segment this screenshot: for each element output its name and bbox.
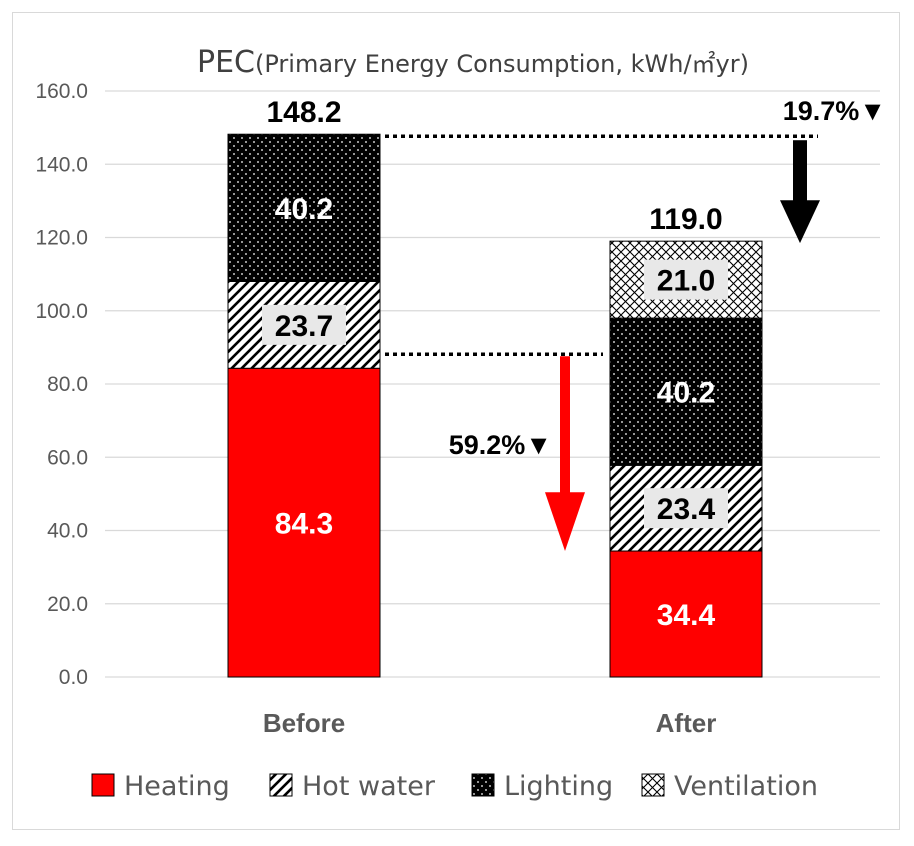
y-tick-label: 140.0 [35,153,88,176]
x-category-label: After [656,708,717,738]
bar-segment-heating [609,550,763,678]
segment-value-label: 23.7 [275,310,333,343]
y-tick-label: 120.0 [35,227,88,250]
segment-value-label: 21.0 [657,265,715,298]
total-value-label: 119.0 [649,203,722,236]
bar-segment-heating [227,367,381,678]
y-tick-label: 40.0 [47,520,88,543]
heating-reduction-arrow-shaft [560,356,570,497]
x-category-label: Before [263,708,345,738]
y-tick-label: 160.0 [35,80,88,103]
data-labels: 84.3 23.7 40.2 148.2 34.4 23.4 40.2 21.0 119.0 [262,96,728,632]
segment-value-label: 23.4 [657,493,716,526]
chart-title-main: PEC [197,45,255,80]
legend-swatch-heating [91,773,115,797]
total-reduction-arrow-shaft [793,140,807,205]
segment-value-label: 40.2 [657,377,715,410]
total-reduction-label: 19.7%▼ [783,96,886,126]
segment-label-box [262,304,346,345]
total-reduction-arrowhead [780,200,820,244]
heating-reduction-label: 59.2%▼ [449,430,552,460]
annotations: 19.7%▼ 59.2%▼ [385,96,886,552]
y-tick-label: 20.0 [47,593,88,616]
bar-segment-lighting [227,133,381,282]
gridlines [105,90,880,678]
total-value-label: 148.2 [266,96,341,129]
legend-swatch-lighting [471,773,495,797]
legend-label: Ventilation [674,771,818,802]
y-tick-label: 100.0 [35,300,88,323]
legend-label: Heating [124,771,230,802]
segment-label-box [644,488,728,529]
chart-title: PEC(Primary Energy Consumption, kWh/㎡yr) [197,45,749,80]
legend-label: Lighting [504,771,613,802]
legend: Heating Hot water Lighting Ventilation [91,771,818,802]
segment-value-label: 34.4 [657,599,716,632]
bar-segment-lighting [609,317,763,466]
heating-reduction-arrowhead [545,492,585,552]
chart-title-sub: (Primary Energy Consumption, kWh/㎡yr) [255,50,749,78]
bars [227,133,763,678]
y-tick-label: 80.0 [47,373,88,396]
legend-label: Hot water [302,771,436,802]
segment-value-label: 84.3 [275,508,333,541]
legend-swatch-ventilation [641,773,665,797]
segment-value-label: 40.2 [275,193,333,226]
y-tick-label: 0.0 [59,666,88,689]
y-tick-label: 60.0 [47,446,88,469]
segment-label-box [644,259,728,300]
y-axis: 0.0 20.0 40.0 60.0 80.0 100.0 120.0 140.0 160.0 B… [35,80,716,738]
legend-swatch-hot-water [269,773,293,797]
